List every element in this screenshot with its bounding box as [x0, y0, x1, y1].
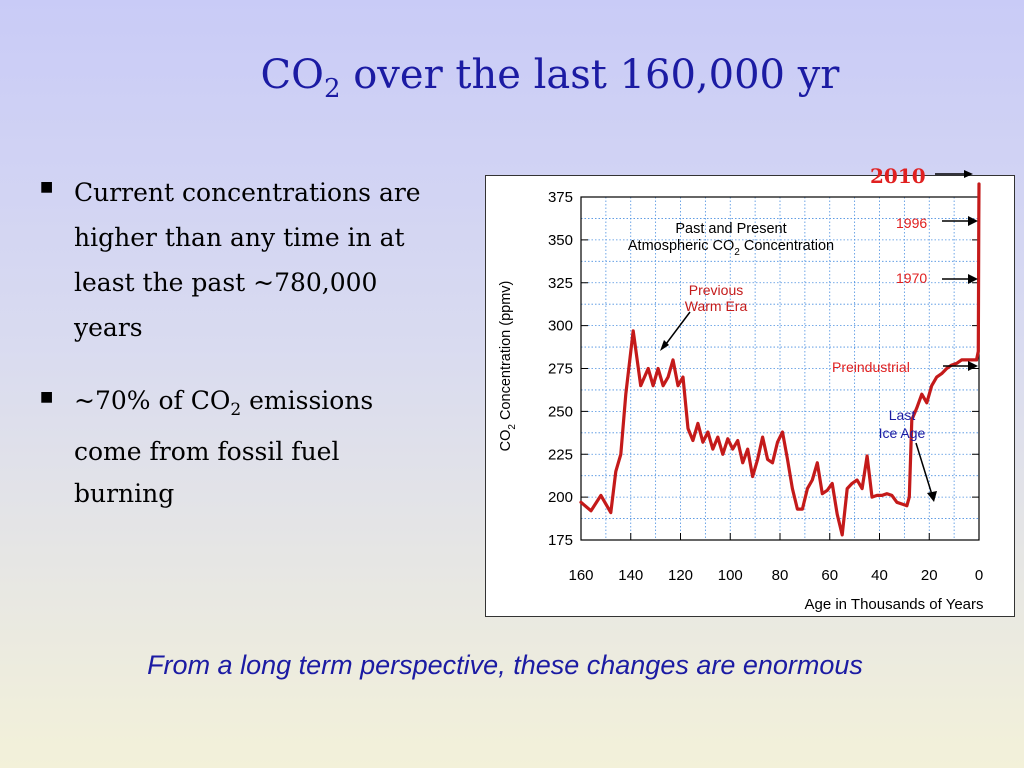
annot-ice-age: Ice Age	[879, 425, 926, 441]
slide-caption: From a long term perspective, these chan…	[147, 650, 863, 680]
annot-2010: 2010	[870, 164, 926, 188]
chart-title-line2: Atmospheric CO2 Concentration	[628, 238, 834, 258]
slide-title: CO2 over the last 160,000 yr	[0, 52, 1024, 104]
annot-previous: Previous	[689, 282, 743, 298]
chart-series	[579, 182, 981, 537]
bullet-list: ■ Current concentrations are higher than…	[40, 170, 440, 545]
bullet-subscript: 2	[230, 400, 242, 420]
y-axis-label: CO2 Concentration (ppmv)	[498, 281, 518, 452]
arrow-2010-icon	[935, 170, 973, 178]
arrowhead-preindustrial	[968, 361, 978, 371]
x-tick-label: 120	[668, 567, 693, 584]
y-axis-label-co: CO	[498, 430, 514, 452]
chart-title-rest: Concentration	[740, 238, 834, 254]
co2-series-line	[579, 329, 979, 537]
bullet-item: ■ ~70% of CO2 emissions come from fossil…	[40, 380, 440, 515]
annot-1996: 1996	[896, 215, 927, 231]
arrowhead-1996	[968, 216, 978, 226]
title-main: CO	[260, 52, 324, 98]
co2-chart: 175 200 225 250 275 300 325 350 375 160 140 120 100 8…	[485, 175, 1015, 617]
x-tick-label: 0	[975, 567, 983, 584]
y-tick-label: 375	[548, 189, 573, 206]
y-tick-label: 225	[548, 446, 573, 463]
x-tick-label: 80	[772, 567, 789, 584]
chart-title-sub: 2	[734, 247, 740, 258]
arrow-last-ice-age	[915, 442, 934, 499]
x-tick-label: 40	[871, 567, 888, 584]
x-tick-label: 140	[618, 567, 643, 584]
arrowhead-1970	[968, 274, 978, 284]
y-tick-label: 300	[548, 318, 573, 335]
annot-warm-era: Warm Era	[685, 298, 748, 314]
annot-last: Last	[889, 407, 916, 423]
y-tick-label: 350	[548, 232, 573, 249]
arrow-previous	[662, 311, 691, 349]
x-tick-label: 20	[921, 567, 938, 584]
bullet-text-after: emissions come from fossil fuel burning	[74, 386, 374, 508]
bullet-text: ~70% of CO2 emissions come from fossil f…	[74, 380, 440, 515]
bullet-item: ■ Current concentrations are higher than…	[40, 170, 440, 350]
arrowhead-previous	[660, 340, 669, 351]
chart-title-line1: Past and Present	[675, 221, 786, 237]
chart-title-co: Atmospheric CO	[628, 238, 734, 254]
x-tick-label: 160	[568, 567, 593, 584]
y-tick-label: 325	[548, 275, 573, 292]
bullet-square-icon: ■	[40, 389, 54, 405]
x-tick-label: 60	[821, 567, 838, 584]
bullet-square-icon: ■	[40, 179, 54, 195]
chart-grid	[580, 196, 980, 541]
y-tick-label: 175	[548, 532, 573, 549]
y-axis-label-rest: Concentration (ppmv)	[498, 281, 514, 424]
x-tick-label: 100	[718, 567, 743, 584]
y-axis-label-sub: 2	[507, 424, 518, 430]
bullet-text: Current concentrations are higher than a…	[74, 178, 421, 342]
annot-preindustrial: Preindustrial	[832, 359, 910, 375]
title-subscript: 2	[323, 74, 341, 104]
arrowhead-last-ice-age	[927, 491, 937, 502]
y-tick-label: 275	[548, 361, 573, 378]
bullet-text-before: ~70% of CO	[74, 386, 231, 415]
y-tick-label: 200	[548, 489, 573, 506]
y-tick-label: 250	[548, 403, 573, 420]
title-rest: over the last 160,000 yr	[340, 52, 840, 98]
annot-1970: 1970	[896, 270, 927, 286]
co2-modern-rise-line	[974, 182, 981, 362]
x-axis-label: Age in Thousands of Years	[804, 596, 983, 613]
